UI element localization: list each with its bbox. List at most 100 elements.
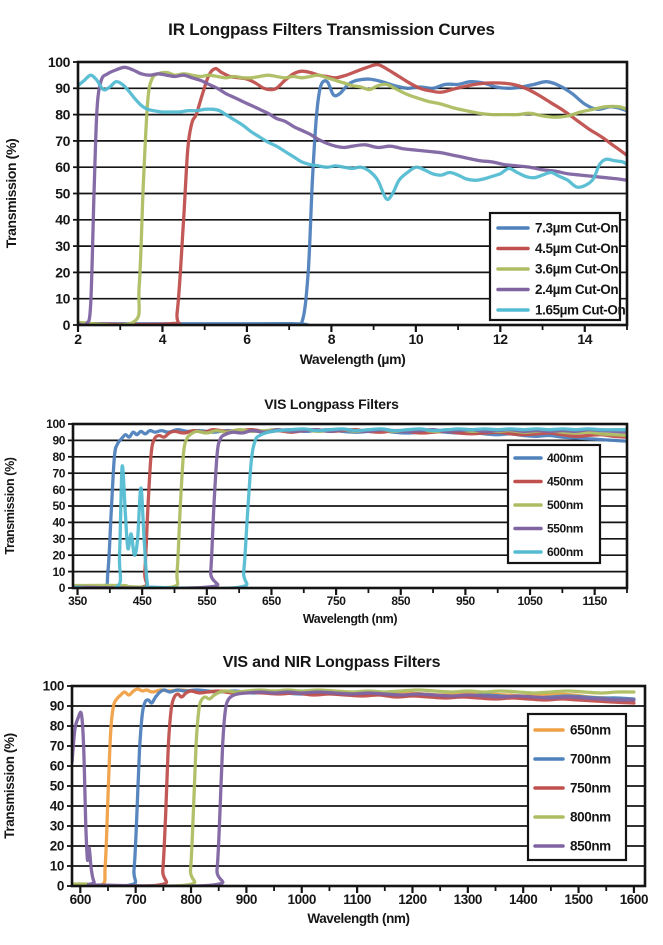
x-tick-label: 1300 bbox=[454, 892, 482, 907]
legend-label: 550nm bbox=[547, 522, 583, 536]
legend-label: 450nm bbox=[547, 475, 583, 489]
x-tick-label: 750 bbox=[327, 594, 347, 608]
legend-label: 600nm bbox=[547, 545, 583, 559]
y-tick-label: 20 bbox=[55, 264, 70, 280]
x-tick-label: 4 bbox=[159, 331, 167, 347]
y-tick-label: 30 bbox=[52, 532, 65, 546]
vis-longpass-chart: VIS Longpass Filters 350 450 550 650 750 850 9… bbox=[0, 390, 663, 642]
vis-nir-chart-canvas: 600 700 800 900 1000 1100 1200 1300 1400 1500 1600… bbox=[2, 679, 649, 926]
y-tick-label: 40 bbox=[52, 516, 65, 530]
y-tick-label: 70 bbox=[50, 739, 64, 754]
y-axis-title: Transmission (%) bbox=[3, 457, 17, 554]
x-tick-label: 600 bbox=[70, 892, 91, 907]
y-tick-label: 50 bbox=[55, 185, 70, 201]
y-tick-label: 100 bbox=[48, 54, 71, 70]
x-tick-label: 12 bbox=[493, 331, 508, 347]
y-tick-label: 60 bbox=[50, 759, 64, 774]
series-line-2.4µm Cut-On bbox=[79, 65, 626, 324]
y-axis-title: Transmission (%) bbox=[3, 139, 19, 249]
y-tick-label: 90 bbox=[52, 434, 65, 448]
x-tick-label: 6 bbox=[243, 331, 251, 347]
legend-label: 750nm bbox=[570, 781, 611, 796]
series-line-750nm bbox=[73, 689, 636, 885]
y-tick-label: 0 bbox=[57, 879, 64, 894]
chart-title: VIS and NIR Longpass Filters bbox=[222, 654, 441, 671]
y-tick-label: 30 bbox=[50, 819, 64, 834]
x-tick-label: 1600 bbox=[620, 892, 648, 907]
legend-label: 400nm bbox=[547, 451, 583, 465]
y-tick-label: 90 bbox=[55, 80, 70, 96]
series-line-1.65µm Cut-On bbox=[79, 73, 626, 201]
y-tick-label: 40 bbox=[50, 799, 64, 814]
legend-label: 850nm bbox=[570, 839, 611, 854]
x-tick-label: 1200 bbox=[398, 892, 426, 907]
y-tick-label: 20 bbox=[52, 548, 65, 562]
legend: 400nm 450nm 500nm 550nm 600nm bbox=[506, 443, 602, 565]
y-tick-label: 50 bbox=[52, 499, 65, 513]
x-axis-title: Wavelength (µm) bbox=[300, 351, 406, 367]
legend-label: 2.4µm Cut-On bbox=[535, 282, 618, 297]
y-tick-label: 80 bbox=[52, 450, 65, 464]
y-tick-label: 40 bbox=[55, 212, 70, 228]
x-tick-label: 1150 bbox=[582, 594, 607, 608]
legend-label: 1.65µm Cut-On bbox=[535, 303, 625, 318]
y-tick-label: 10 bbox=[55, 291, 70, 307]
x-tick-label: 1100 bbox=[343, 892, 371, 907]
x-tick-label: 350 bbox=[68, 594, 88, 608]
y-tick-label: 50 bbox=[50, 779, 64, 794]
x-tick-label: 700 bbox=[125, 892, 146, 907]
x-tick-label: 1500 bbox=[564, 892, 592, 907]
legend-label: 3.6µm Cut-On bbox=[535, 262, 618, 277]
series-line-600nm bbox=[74, 427, 626, 587]
vis-chart-canvas: 350 450 550 650 750 850 950 1050 1150 0 10 20 30 40 50… bbox=[3, 417, 629, 626]
x-axis-title: Wavelength (nm) bbox=[307, 911, 409, 926]
series-line-4.5µm Cut-On bbox=[79, 63, 626, 324]
y-tick-label: 0 bbox=[63, 317, 71, 333]
legend-label: 500nm bbox=[547, 498, 583, 512]
x-tick-label: 1400 bbox=[509, 892, 537, 907]
y-tick-label: 100 bbox=[43, 679, 64, 694]
chart-title: IR Longpass Filters Transmission Curves bbox=[168, 20, 495, 39]
x-tick-label: 10 bbox=[408, 331, 423, 347]
series-group bbox=[79, 63, 626, 324]
x-tick-label: 1000 bbox=[288, 892, 316, 907]
x-tick-label: 550 bbox=[197, 594, 217, 608]
y-tick-label: 70 bbox=[52, 466, 65, 480]
series-group bbox=[74, 427, 626, 587]
y-tick-label: 80 bbox=[55, 107, 70, 123]
x-tick-label: 950 bbox=[456, 594, 476, 608]
legend-label: 4.5µm Cut-On bbox=[535, 241, 618, 256]
legend-label: 650nm bbox=[570, 723, 611, 738]
legend: 7.3µm Cut-On 4.5µm Cut-On 3.6µm Cut-On 2.4µ… bbox=[488, 211, 626, 322]
y-tick-label: 60 bbox=[55, 159, 70, 175]
y-tick-label: 80 bbox=[50, 719, 64, 734]
series-line-800nm bbox=[73, 688, 636, 885]
y-tick-label: 10 bbox=[52, 565, 65, 579]
y-tick-label: 20 bbox=[50, 839, 64, 854]
y-tick-label: 10 bbox=[50, 859, 64, 874]
ir-chart-canvas: 2 4 6 8 10 12 14 0 10 20 30 40 50 60 70 80 90 100 Waveleng… bbox=[3, 54, 629, 367]
y-tick-label: 30 bbox=[55, 238, 70, 254]
x-tick-label: 1050 bbox=[517, 594, 543, 608]
legend-label: 800nm bbox=[570, 810, 611, 825]
chart-title: VIS Longpass Filters bbox=[264, 396, 399, 412]
y-axis-title: Transmission (%) bbox=[2, 733, 17, 838]
x-tick-label: 2 bbox=[74, 331, 82, 347]
y-tick-label: 0 bbox=[59, 581, 66, 595]
legend-box bbox=[506, 443, 602, 565]
series-group bbox=[73, 687, 636, 885]
legend: 650nm 700nm 750nm 800nm 850nm bbox=[526, 712, 628, 862]
x-tick-label: 8 bbox=[328, 331, 336, 347]
x-tick-label: 850 bbox=[391, 594, 411, 608]
y-tick-label: 60 bbox=[52, 483, 65, 497]
legend-box bbox=[488, 211, 622, 322]
x-axis-title: Wavelength (nm) bbox=[303, 612, 397, 626]
legend-label: 7.3µm Cut-On bbox=[535, 221, 618, 236]
x-tick-label: 800 bbox=[180, 892, 201, 907]
x-tick-label: 650 bbox=[262, 594, 282, 608]
x-tick-label: 14 bbox=[577, 331, 592, 347]
y-tick-label: 90 bbox=[50, 699, 64, 714]
series-line-850nm bbox=[73, 690, 636, 885]
x-tick-label: 450 bbox=[133, 594, 153, 608]
y-tick-label: 100 bbox=[46, 417, 66, 431]
